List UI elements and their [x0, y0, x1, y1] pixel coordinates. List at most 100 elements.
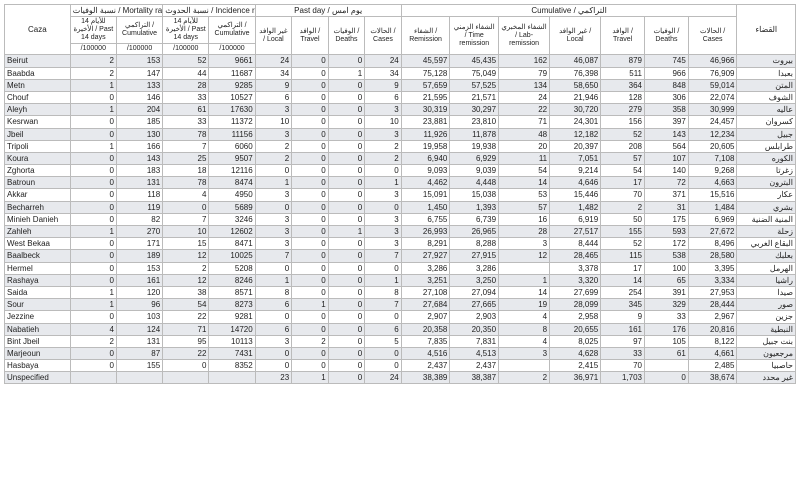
cell-m14: [70, 372, 116, 384]
cell-en: Akkar: [5, 189, 71, 201]
cell-cut: 27,665: [450, 299, 499, 311]
cell-cul: 53: [499, 189, 550, 201]
cell-cc: 12,234: [688, 128, 737, 140]
cell-ctr: 97: [601, 335, 645, 347]
cell-pdd: 0: [328, 116, 365, 128]
cell-en: Jezzine: [5, 311, 71, 323]
cell-m14: 0: [70, 165, 116, 177]
cell-mcum: 131: [116, 335, 162, 347]
cell-cc: 4,661: [688, 347, 737, 359]
cell-cur: 19,958: [401, 140, 450, 152]
cell-cut: 2,437: [450, 360, 499, 372]
cell-cd: 391: [645, 286, 689, 298]
cell-cul: 4: [499, 335, 550, 347]
cell-cloc: 46,087: [550, 55, 601, 67]
cell-cc: 2,485: [688, 360, 737, 372]
cell-pdc: 24: [365, 372, 402, 384]
cell-mcum: 130: [116, 128, 162, 140]
cell-ar: عكار: [737, 189, 796, 201]
cell-pdd: 0: [328, 299, 365, 311]
table-row: Koura014325950720026,9406,929117,0515710…: [5, 152, 796, 164]
cell-cc: 76,909: [688, 67, 737, 79]
table-row: Jbeil01307811156300311,92611,8784812,182…: [5, 128, 796, 140]
cell-pdd: 0: [328, 311, 365, 323]
cell-icum: 10113: [209, 335, 255, 347]
cell-pdt: 1: [292, 299, 329, 311]
cell-cd: 593: [645, 226, 689, 238]
cell-ctr: 208: [601, 140, 645, 152]
cell-cd: 176: [645, 323, 689, 335]
hdr-per100k-4: /100000: [209, 44, 255, 55]
cell-pdc: 3: [365, 189, 402, 201]
cell-pdd: 0: [328, 213, 365, 225]
cell-ctr: 279: [601, 104, 645, 116]
cell-icum: 8471: [209, 238, 255, 250]
cell-cur: 20,358: [401, 323, 450, 335]
cell-cul: 54: [499, 165, 550, 177]
cell-i14: 28: [163, 79, 209, 91]
cell-en: Kesrwan: [5, 116, 71, 128]
cell-pdd: 0: [328, 55, 365, 67]
hdr-cu-lab: الشفاء المخبري / Lab-remission: [499, 17, 550, 55]
cell-cur: 9,093: [401, 165, 450, 177]
hdr-pastday: Past day / يوم امس: [255, 5, 401, 17]
cell-pdd: 0: [328, 165, 365, 177]
cell-pdc: 3: [365, 238, 402, 250]
cell-cur: 3,286: [401, 262, 450, 274]
cell-i14: 78: [163, 128, 209, 140]
cell-ar: مرجعيون: [737, 347, 796, 359]
cell-icum: 10527: [209, 91, 255, 103]
cell-cd: 329: [645, 299, 689, 311]
cell-icum: 12602: [209, 226, 255, 238]
cell-cur: 23,881: [401, 116, 450, 128]
cell-pdt: 2: [292, 335, 329, 347]
cell-ar: جزين: [737, 311, 796, 323]
cell-cd: 100: [645, 262, 689, 274]
cell-ctr: 254: [601, 286, 645, 298]
cell-m14: 0: [70, 152, 116, 164]
cell-pdl: 34: [255, 67, 292, 79]
cell-pdt: 0: [292, 274, 329, 286]
table-row: Zghorta0183181211600009,0939,039549,2145…: [5, 165, 796, 177]
table-row: Aleyh12046117630300330,31930,2972230,720…: [5, 104, 796, 116]
cell-ar: زحلة: [737, 226, 796, 238]
cell-cd: 31: [645, 201, 689, 213]
cell-mcum: 171: [116, 238, 162, 250]
cell-cut: 11,878: [450, 128, 499, 140]
cell-cloc: 8,444: [550, 238, 601, 250]
cell-cur: 1,450: [401, 201, 450, 213]
cell-icum: 8571: [209, 286, 255, 298]
cell-i14: 22: [163, 311, 209, 323]
cell-m14: 1: [70, 140, 116, 152]
cell-cut: 6,739: [450, 213, 499, 225]
hdr-mortality: نسبة الوفيات / Mortality rate: [70, 5, 162, 17]
cell-cc: 9,268: [688, 165, 737, 177]
cell-cd: 175: [645, 213, 689, 225]
cell-mcum: 118: [116, 189, 162, 201]
cell-icum: 3246: [209, 213, 255, 225]
cell-cc: 4,663: [688, 177, 737, 189]
cell-m14: 0: [70, 262, 116, 274]
cell-ar: راشيا: [737, 274, 796, 286]
cell-cloc: 2,415: [550, 360, 601, 372]
cell-i14: 54: [163, 299, 209, 311]
cell-icum: 11687: [209, 67, 255, 79]
cell-pdl: 6: [255, 299, 292, 311]
cell-cc: 1,484: [688, 201, 737, 213]
cell-cur: 26,993: [401, 226, 450, 238]
cell-cc: 28,580: [688, 250, 737, 262]
cell-en: Koura: [5, 152, 71, 164]
cell-ctr: 52: [601, 128, 645, 140]
cell-en: Minieh Danieh: [5, 213, 71, 225]
cell-cd: 358: [645, 104, 689, 116]
cell-cur: 75,128: [401, 67, 450, 79]
cell-pdc: 3: [365, 128, 402, 140]
cell-ar: المتن: [737, 79, 796, 91]
cell-en: Tripoli: [5, 140, 71, 152]
cell-pdd: 0: [328, 347, 365, 359]
cell-cc: 7,108: [688, 152, 737, 164]
cell-mcum: 189: [116, 250, 162, 262]
cell-cul: 57: [499, 201, 550, 213]
cell-i14: 33: [163, 91, 209, 103]
cell-mcum: 131: [116, 177, 162, 189]
